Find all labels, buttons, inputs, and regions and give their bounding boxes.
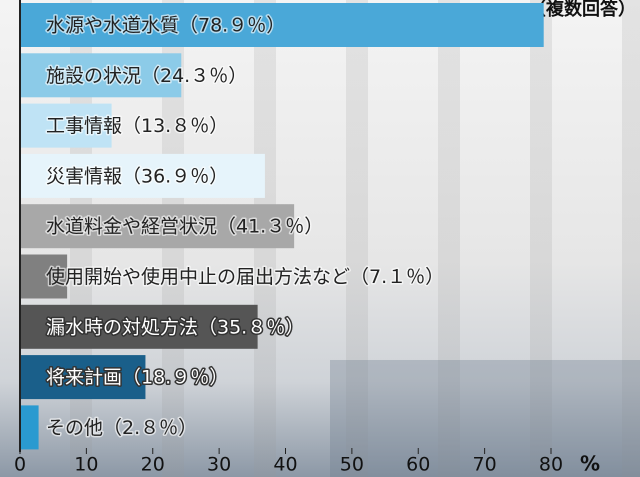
subtitle: （複数回答）	[528, 0, 636, 20]
category-label: 使用開始や使用中止の届出方法など（7.１％）	[46, 266, 444, 288]
x-tick-label: 20	[141, 454, 165, 476]
category-label: 将来計画（18.９％）	[46, 367, 228, 389]
category-label: 災害情報（36.９％）	[46, 165, 228, 187]
category-label: 漏水時の対処方法（35.８％）	[46, 316, 304, 338]
chart: （複数回答） % 水源や水道水質（78.９％） 施設の状況（24.３％） 工事情報（…	[0, 0, 640, 477]
category-label: 水道料金や経営状況（41.３％）	[46, 216, 323, 238]
x-tick-label: 70	[473, 454, 497, 476]
x-tick-label: 30	[207, 454, 231, 476]
x-tick-label: 50	[340, 454, 364, 476]
category-label: その他（2.８％）	[46, 417, 197, 439]
bar	[20, 405, 39, 449]
category-label: 施設の状況（24.３％）	[46, 65, 247, 87]
x-tick-label: 60	[406, 454, 430, 476]
category-label: 工事情報（13.８％）	[46, 115, 228, 137]
x-axis-unit: %	[580, 452, 600, 476]
category-label: 水源や水道水質（78.９％）	[46, 15, 285, 37]
page: （複数回答） % 水源や水道水質（78.９％） 施設の状況（24.３％） 工事情報（…	[0, 0, 640, 477]
x-tick-label: 80	[539, 454, 563, 476]
x-tick-label: 0	[14, 454, 26, 476]
x-tick-label: 40	[273, 454, 297, 476]
x-tick-label: 10	[74, 454, 98, 476]
